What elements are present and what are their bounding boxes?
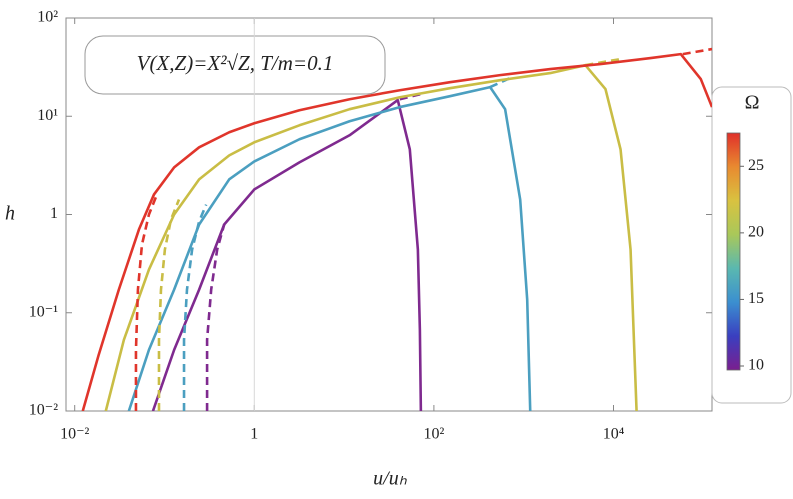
line bbox=[127, 85, 532, 411]
x-axis-label: u/uₕ bbox=[373, 468, 408, 490]
colorbar-tick-label: 15 bbox=[748, 290, 764, 307]
line bbox=[151, 98, 423, 411]
dashed-line bbox=[157, 57, 621, 411]
colorbar-tick-label: 25 bbox=[748, 157, 764, 174]
y-tick-label: 1 bbox=[50, 205, 58, 222]
y-tick-label: 10⁻² bbox=[29, 402, 58, 419]
colorbar-tick-label: 10 bbox=[748, 357, 764, 374]
annotation-box bbox=[84, 35, 386, 95]
legend-box bbox=[711, 86, 792, 404]
y-axis-label: h bbox=[5, 203, 15, 225]
colorbar-tick-label: 20 bbox=[748, 224, 764, 241]
x-tick-label: 10² bbox=[424, 426, 445, 443]
dashed-line bbox=[134, 47, 712, 411]
x-tick-label: 10⁻² bbox=[60, 426, 89, 443]
x-tick-label: 10⁴ bbox=[603, 426, 625, 443]
y-tick-label: 10² bbox=[37, 9, 58, 26]
y-tick-label: 10¹ bbox=[37, 107, 58, 124]
dashed-line bbox=[205, 91, 426, 411]
y-tick-label: 10⁻¹ bbox=[29, 303, 58, 320]
line bbox=[81, 52, 712, 411]
colorbar bbox=[726, 132, 741, 371]
line bbox=[104, 63, 638, 411]
x-tick-label: 1 bbox=[250, 426, 258, 443]
dashed-line bbox=[182, 75, 513, 411]
annotation: V(X,Z)=X²√Z, T/m=0.1 bbox=[137, 51, 334, 75]
colorbar-title: Ω bbox=[745, 92, 760, 114]
